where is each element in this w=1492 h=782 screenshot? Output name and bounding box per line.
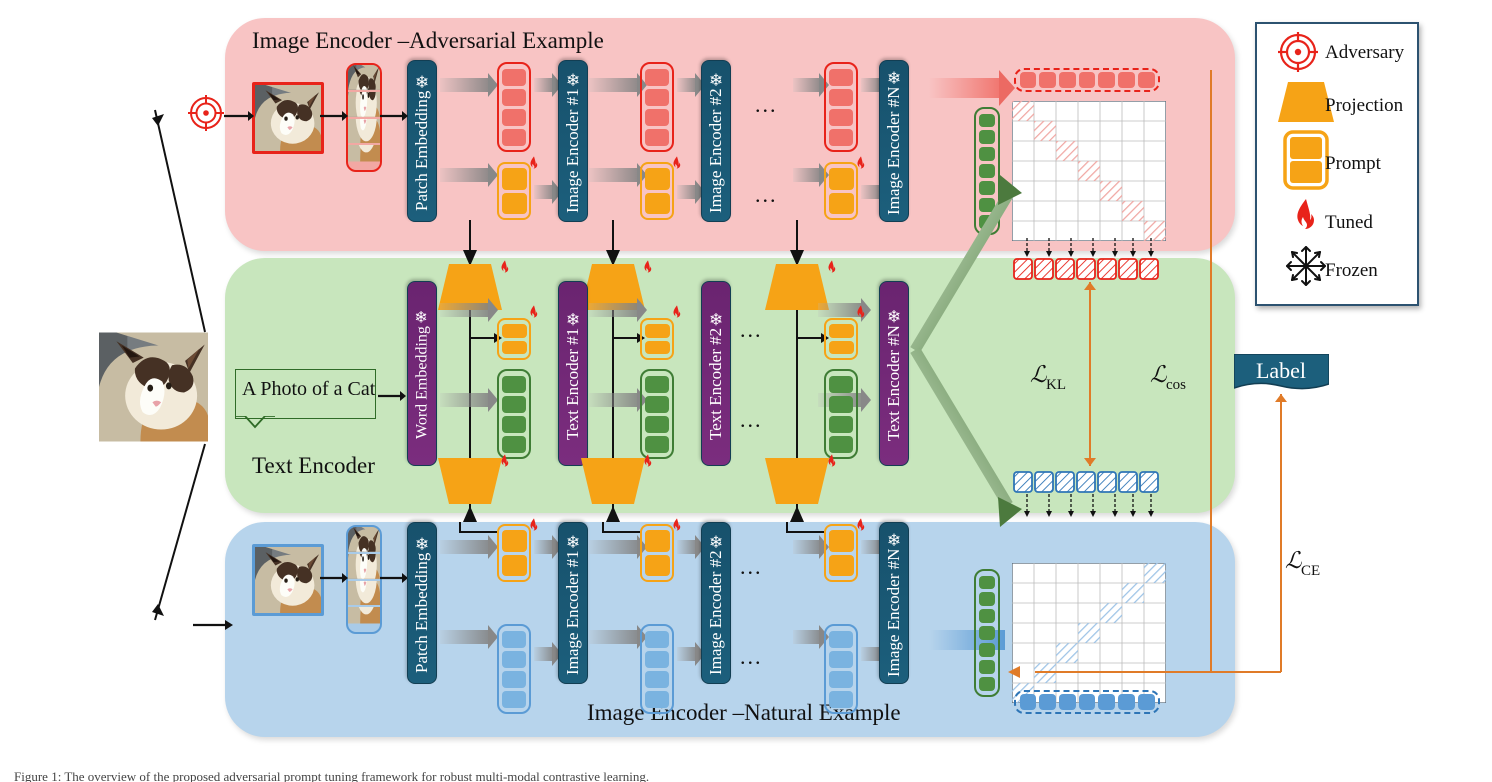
svg-text:Label: Label — [1256, 358, 1306, 383]
